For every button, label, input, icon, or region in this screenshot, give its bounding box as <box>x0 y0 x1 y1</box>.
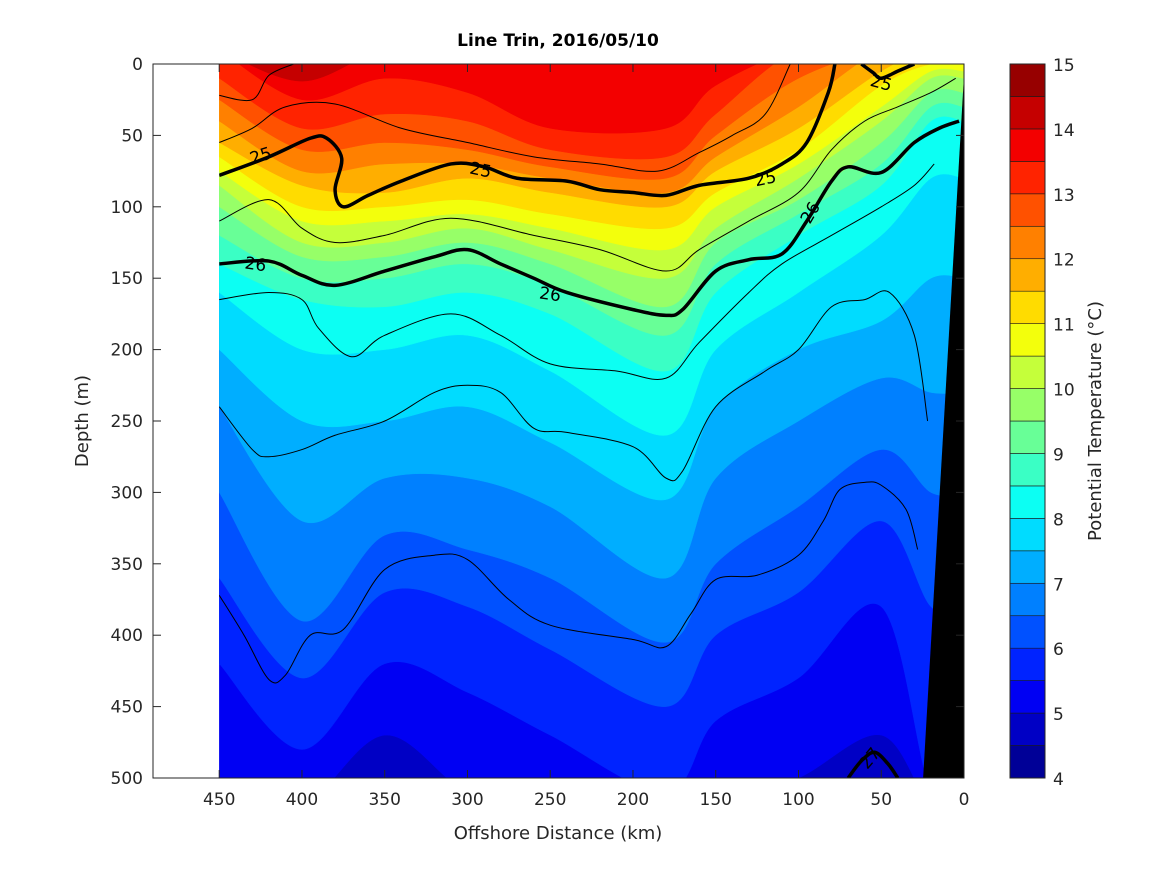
chart-title: Line Trin, 2016/05/10 <box>457 31 659 51</box>
colorbar-swatch <box>1009 63 1046 97</box>
colorbar-tick-label: 6 <box>1053 640 1064 660</box>
band-above-13.5 <box>238 64 758 134</box>
colorbar-tick-label: 9 <box>1053 445 1064 465</box>
contour-label-text: 26 <box>538 283 562 306</box>
colorbar-tick-label: 13 <box>1053 186 1075 206</box>
colorbar-swatch <box>1009 550 1046 584</box>
x-tick-label: 250 <box>534 790 566 810</box>
x-tick-label: 350 <box>368 790 400 810</box>
y-tick-label: 50 <box>121 126 143 146</box>
density-contour-26-6 <box>219 290 929 482</box>
colorbar-swatch <box>1009 582 1046 617</box>
colorbar-swatch <box>1009 225 1046 260</box>
colorbar-swatch <box>1009 745 1046 779</box>
y-axis-label: Depth (m) <box>72 375 93 467</box>
density-contour-25 <box>219 64 837 209</box>
colorbar-swatch <box>1009 420 1046 454</box>
density-contour-26-8 <box>219 481 919 684</box>
contour-label-text: 25 <box>468 159 493 183</box>
colorbar-swatch <box>1009 193 1046 227</box>
x-tick-label: 50 <box>870 790 892 810</box>
x-axis-ticks: 450 400 350 300 250 200 150 100 50 0 <box>203 64 969 810</box>
y-tick-label: 0 <box>132 55 143 75</box>
contour-label: 25 <box>753 167 778 191</box>
seafloor-bathymetry <box>923 75 964 778</box>
y-tick-label: 100 <box>111 198 143 218</box>
x-tick-label: 450 <box>203 790 235 810</box>
density-contour-27 <box>846 750 900 778</box>
contour-label: 25 <box>468 159 493 183</box>
y-tick-label: 500 <box>111 769 143 789</box>
band-above-14 <box>247 64 351 82</box>
density-contour-25 <box>860 64 916 81</box>
colorbar-swatch <box>1009 290 1046 324</box>
colorbar-swatch <box>1009 161 1046 195</box>
colorbar-tick-label: 5 <box>1053 705 1064 725</box>
contour-label-text: 25 <box>753 167 778 191</box>
colorbar-tick-label: 14 <box>1053 121 1075 141</box>
colorbar-swatch <box>1009 615 1046 649</box>
y-tick-label: 450 <box>111 698 143 718</box>
x-tick-label: 150 <box>700 790 732 810</box>
y-tick-label: 350 <box>111 555 143 575</box>
x-tick-label: 100 <box>782 790 814 810</box>
colorbar-swatch <box>1009 128 1046 162</box>
contour-label-text: 26 <box>243 254 267 277</box>
x-tick-label: 300 <box>451 790 483 810</box>
colorbar-tick-label: 12 <box>1053 251 1075 271</box>
x-tick-label: 0 <box>959 790 970 810</box>
density-contour-24-2 <box>219 64 294 102</box>
x-tick-label: 200 <box>617 790 649 810</box>
y-tick-label: 400 <box>111 626 143 646</box>
density-contour-25-5 <box>219 77 956 272</box>
colorbar-swatch <box>1009 355 1046 389</box>
density-contours <box>219 64 960 778</box>
colorbar-swatch <box>1009 388 1046 422</box>
y-tick-label: 300 <box>111 483 143 503</box>
colorbar-swatch <box>1009 258 1046 292</box>
colorbar-frame <box>1009 63 1046 779</box>
colorbar: 4 5 6 7 8 9 10 11 12 13 14 15 <box>1009 56 1075 790</box>
contour-label: 26 <box>538 283 562 306</box>
y-tick-label: 200 <box>111 341 143 361</box>
colorbar-swatch <box>1009 453 1046 487</box>
colorbar-swatch <box>1009 680 1046 714</box>
temperature-bands <box>219 64 964 778</box>
y-tick-label: 250 <box>111 412 143 432</box>
colorbar-tick-label: 15 <box>1053 56 1075 76</box>
colorbar-label: Potential Temperature (°C) <box>1085 301 1106 541</box>
contour-label: 26 <box>243 254 267 277</box>
y-tick-label: 150 <box>111 269 143 289</box>
colorbar-swatch <box>1009 518 1046 552</box>
colorbar-swatch <box>1009 323 1046 357</box>
colorbar-swatch <box>1009 712 1046 746</box>
x-axis-label: Offshore Distance (km) <box>454 823 663 844</box>
density-contour-24-4 <box>219 64 791 172</box>
y-axis-ticks: 0 50 100 150 200 250 300 350 400 450 500 <box>111 55 964 789</box>
colorbar-swatch <box>1009 647 1046 681</box>
colorbar-tick-label: 11 <box>1053 316 1075 336</box>
colorbar-tick-label: 7 <box>1053 575 1064 595</box>
colorbar-swatch <box>1009 485 1046 519</box>
x-tick-label: 400 <box>286 790 318 810</box>
colorbar-swatch <box>1009 96 1046 130</box>
colorbar-tick-label: 4 <box>1053 770 1064 790</box>
density-contour-26-3 <box>219 163 935 380</box>
colorbar-tick-label: 10 <box>1053 381 1075 401</box>
density-contour-26 <box>219 119 960 318</box>
colorbar-tick-label: 8 <box>1053 510 1064 530</box>
